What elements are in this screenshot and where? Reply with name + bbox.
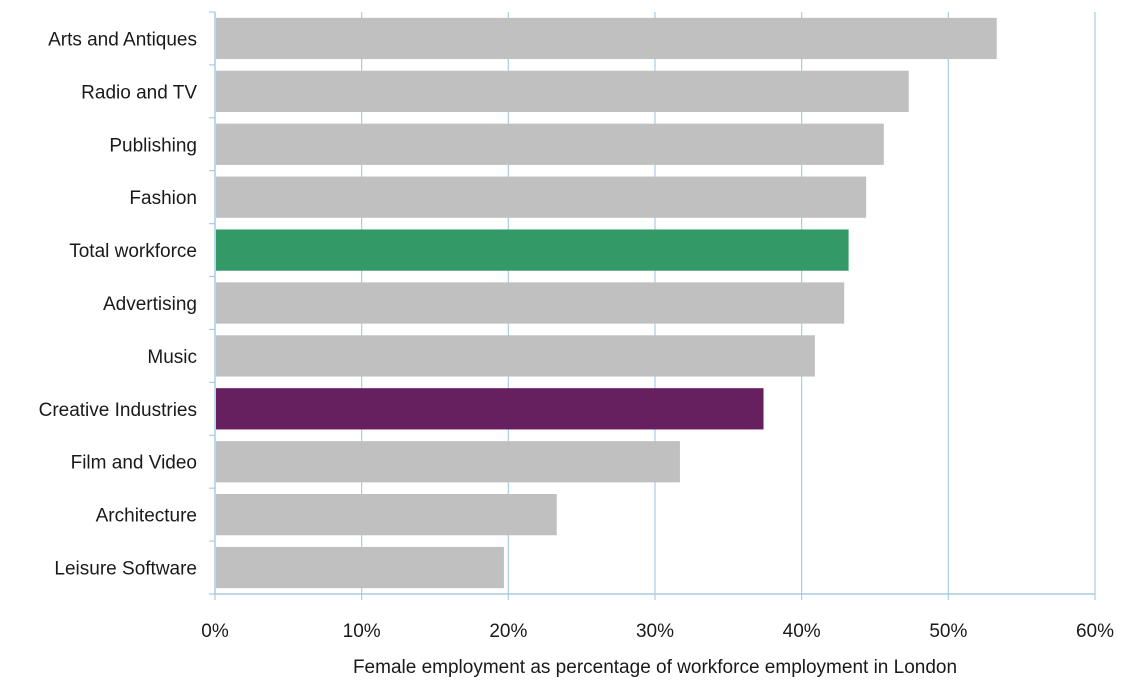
bar-creative-industries [216,388,764,430]
bar-leisure-software [216,546,504,589]
category-label-radio-and-tv: Radio and TV [81,82,197,103]
category-label-publishing: Publishing [109,135,197,156]
x-axis-title: Female employment as percentage of workf… [353,657,957,678]
x-tick-labels: 0% 10% 20% 30% 40% 50% 60% [201,621,1114,642]
category-label-fashion: Fashion [129,188,197,209]
bar-total-workforce [216,229,849,271]
bar-publishing [216,123,884,165]
bars [216,17,997,589]
category-label-arts-and-antiques: Arts and Antiques [48,29,197,50]
category-label-total-workforce: Total workforce [69,241,197,262]
x-tick-label-5: 50% [929,621,967,642]
bar-music [216,335,815,377]
category-label-film-and-video: Film and Video [71,453,197,474]
bar-arts-and-antiques [216,17,997,60]
x-tick-label-3: 30% [636,621,674,642]
x-tick-label-6: 60% [1076,621,1114,642]
x-tick-label-2: 20% [489,621,527,642]
category-label-advertising: Advertising [103,294,197,315]
category-label-music: Music [147,347,197,368]
category-label-creative-industries: Creative Industries [39,400,197,421]
category-label-architecture: Architecture [96,506,197,527]
x-tick-label-4: 40% [783,621,821,642]
bar-fashion [216,176,867,218]
category-label-leisure-software: Leisure Software [54,559,197,580]
category-labels: Arts and Antiques Radio and TV Publishing F… [39,29,198,579]
bar-film-and-video [216,441,680,483]
x-tick-label-1: 10% [343,621,381,642]
bar-advertising [216,282,845,324]
x-tick-label-0: 0% [201,621,229,642]
bar-radio-and-tv [216,70,909,112]
bar-architecture [216,494,557,536]
